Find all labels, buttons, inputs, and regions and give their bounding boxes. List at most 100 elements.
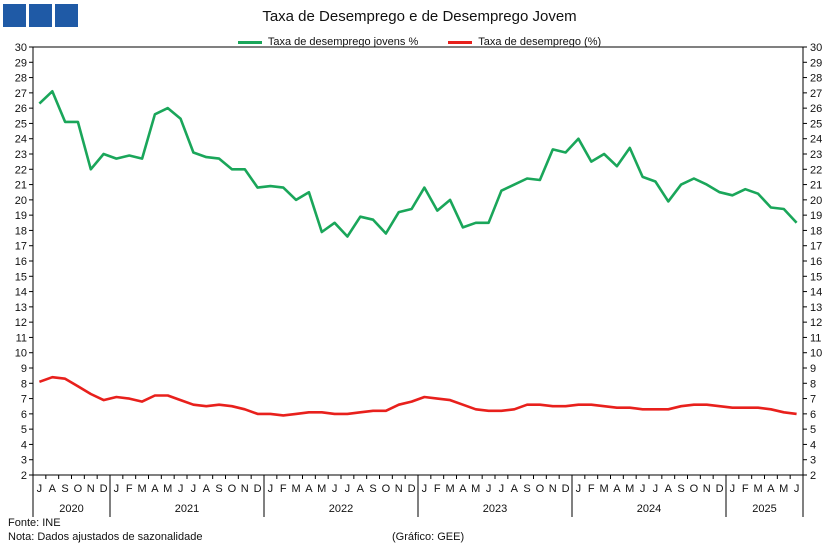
x-month-label: A — [151, 483, 159, 495]
x-month-label: N — [241, 483, 249, 495]
year-label: 2025 — [752, 503, 776, 515]
y-tick-label-left: 5 — [21, 424, 27, 436]
x-month-label: M — [291, 483, 300, 495]
y-tick-label-left: 4 — [21, 439, 27, 451]
y-tick-label-right: 30 — [810, 42, 822, 54]
y-tick-label-right: 13 — [810, 302, 822, 314]
y-tick-label-left: 14 — [15, 287, 27, 299]
x-month-label: S — [215, 483, 222, 495]
x-month-label: A — [613, 483, 621, 495]
x-month-label: J — [794, 483, 800, 495]
legend-item-total: Taxa de desemprego (%) — [448, 36, 601, 48]
y-tick-label-left: 28 — [15, 73, 27, 85]
x-month-label: J — [37, 483, 43, 495]
x-month-label: A — [305, 483, 313, 495]
x-month-label: J — [178, 483, 184, 495]
series-line-total — [38, 375, 797, 417]
x-month-label: A — [459, 483, 467, 495]
y-tick-label-right: 7 — [810, 394, 816, 406]
y-tick-label-left: 18 — [15, 225, 27, 237]
x-month-label: S — [369, 483, 376, 495]
y-tick-label-right: 21 — [810, 180, 822, 192]
y-tick-label-left: 24 — [15, 134, 27, 146]
year-label: 2023 — [483, 503, 507, 515]
y-tick-label-right: 17 — [810, 241, 822, 253]
y-tick-label-right: 26 — [810, 103, 822, 115]
y-tick-label-left: 17 — [15, 241, 27, 253]
y-tick-label-right: 22 — [810, 164, 822, 176]
legend-item-youth: Taxa de desemprego jovens % — [237, 36, 418, 48]
y-tick-label-right: 8 — [810, 378, 816, 390]
logo-square-icon — [55, 4, 78, 27]
y-tick-label-left: 12 — [15, 317, 27, 329]
x-month-label: S — [677, 483, 684, 495]
x-month-label: A — [203, 483, 211, 495]
chart-title: Taxa de Desemprego e de Desemprego Jovem — [262, 8, 577, 25]
y-tick-label-right: 29 — [810, 57, 822, 69]
x-month-label: J — [486, 483, 492, 495]
x-month-label: M — [753, 483, 762, 495]
x-month-label: N — [87, 483, 95, 495]
x-month-label: N — [549, 483, 557, 495]
plot-frame — [32, 46, 804, 476]
y-tick-label-left: 19 — [15, 210, 27, 222]
y-tick-label-right: 16 — [810, 256, 822, 268]
x-month-label: F — [588, 483, 595, 495]
x-month-label: O — [382, 483, 391, 495]
y-tick-label-left: 22 — [15, 164, 27, 176]
y-tick-label-right: 24 — [810, 134, 822, 146]
y-tick-label-left: 26 — [15, 103, 27, 115]
x-month-label: J — [268, 483, 274, 495]
x-month-label: D — [100, 483, 108, 495]
x-month-label: A — [665, 483, 673, 495]
x-month-label: O — [74, 483, 83, 495]
x-month-label: A — [767, 483, 775, 495]
y-tick-label-right: 10 — [810, 348, 822, 360]
y-tick-label-right: 27 — [810, 88, 822, 100]
x-month-label: D — [716, 483, 724, 495]
y-tick-label-right: 14 — [810, 287, 822, 299]
y-tick-label-right: 18 — [810, 225, 822, 237]
x-month-label: S — [61, 483, 68, 495]
y-tick-label-left: 16 — [15, 256, 27, 268]
legend-swatch-youth — [237, 40, 262, 44]
x-month-label: J — [499, 483, 505, 495]
x-month-label: M — [599, 483, 608, 495]
x-month-label: O — [536, 483, 545, 495]
footer-note: Nota: Dados ajustados de sazonalidade — [8, 531, 203, 543]
x-month-label: J — [576, 483, 582, 495]
y-tick-label-left: 6 — [21, 409, 27, 421]
y-tick-label-right: 6 — [810, 409, 816, 421]
x-month-label: N — [395, 483, 403, 495]
y-tick-label-right: 11 — [810, 332, 821, 344]
x-month-label: D — [562, 483, 570, 495]
footer-credit: (Gráfico: GEE) — [392, 531, 465, 543]
x-month-label: J — [114, 483, 120, 495]
x-month-label: F — [742, 483, 749, 495]
year-label: 2021 — [175, 503, 199, 515]
y-tick-label-left: 9 — [21, 363, 27, 375]
y-tick-label-right: 25 — [810, 118, 822, 130]
x-month-label: F — [126, 483, 133, 495]
series-line-youth — [38, 90, 798, 238]
year-label: 2022 — [329, 503, 353, 515]
y-tick-label-left: 15 — [15, 271, 27, 283]
y-tick-label-left: 25 — [15, 118, 27, 130]
y-tick-label-left: 10 — [15, 348, 27, 360]
x-month-label: J — [653, 483, 659, 495]
y-tick-label-left: 2 — [21, 470, 27, 482]
y-tick-label-right: 2 — [810, 470, 816, 482]
x-month-label: J — [730, 483, 736, 495]
y-tick-label-right: 20 — [810, 195, 822, 207]
y-tick-label-right: 4 — [810, 439, 816, 451]
y-tick-label-right: 9 — [810, 363, 816, 375]
y-tick-label-right: 5 — [810, 424, 816, 436]
y-tick-label-right: 3 — [810, 455, 816, 467]
y-tick-label-right: 28 — [810, 73, 822, 85]
footer-source: Fonte: INE — [8, 517, 61, 529]
y-tick-label-right: 19 — [810, 210, 822, 222]
x-month-label: O — [690, 483, 699, 495]
legend-label-total: Taxa de desemprego (%) — [478, 36, 602, 48]
y-tick-label-left: 30 — [15, 42, 27, 54]
x-month-label: N — [703, 483, 711, 495]
